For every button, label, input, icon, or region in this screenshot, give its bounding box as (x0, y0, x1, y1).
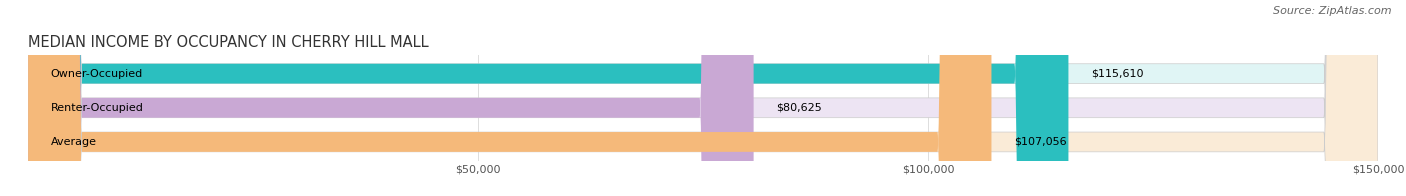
Text: Renter-Occupied: Renter-Occupied (51, 103, 143, 113)
Text: Owner-Occupied: Owner-Occupied (51, 69, 143, 79)
FancyBboxPatch shape (28, 0, 1378, 196)
Text: $107,056: $107,056 (1014, 137, 1067, 147)
Text: Source: ZipAtlas.com: Source: ZipAtlas.com (1274, 6, 1392, 16)
FancyBboxPatch shape (28, 0, 1069, 196)
FancyBboxPatch shape (28, 0, 1378, 196)
Text: Average: Average (51, 137, 97, 147)
Text: $115,610: $115,610 (1091, 69, 1143, 79)
FancyBboxPatch shape (28, 0, 991, 196)
FancyBboxPatch shape (28, 0, 1378, 196)
Text: $80,625: $80,625 (776, 103, 823, 113)
FancyBboxPatch shape (28, 0, 754, 196)
Text: MEDIAN INCOME BY OCCUPANCY IN CHERRY HILL MALL: MEDIAN INCOME BY OCCUPANCY IN CHERRY HIL… (28, 34, 429, 50)
